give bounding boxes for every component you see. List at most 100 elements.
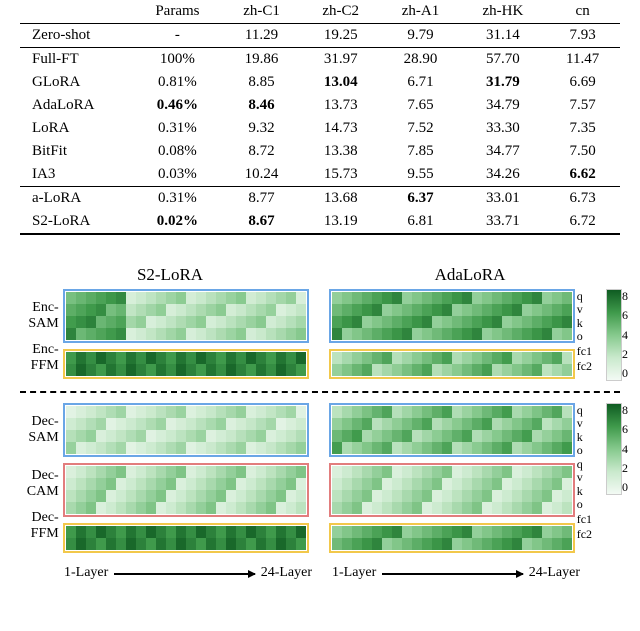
heatmap-cell: [502, 406, 512, 418]
heatmap-cell: [352, 418, 362, 430]
colorbar-enc: [606, 289, 622, 381]
heatmap-cell: [156, 328, 166, 340]
heatmap-cell: [166, 316, 176, 328]
heatmap-cell: [462, 526, 472, 538]
heatmap-cell: [106, 478, 116, 490]
heatmap-cell: [502, 502, 512, 514]
heatmap-cell: [136, 352, 146, 364]
heatmap-box: [329, 523, 575, 553]
table-cell: 13.19: [301, 210, 380, 234]
heatmap-cell: [512, 292, 522, 304]
table-cell: 7.35: [545, 117, 620, 140]
heatmap-cell: [156, 466, 166, 478]
heatmap-cell: [116, 490, 126, 502]
heatmap-cell: [502, 466, 512, 478]
heatmap-cell: [136, 442, 146, 454]
heatmap-cell: [206, 406, 216, 418]
table-cell: 13.38: [301, 140, 380, 163]
heatmap-cell: [226, 538, 236, 550]
heatmap-cell: [492, 490, 502, 502]
heatmap-cell: [342, 352, 352, 364]
heatmap-cell: [562, 418, 572, 430]
heatmap-cell: [126, 490, 136, 502]
heatmap-cell: [342, 478, 352, 490]
heatmap-cell: [542, 478, 552, 490]
heatmap-cell: [276, 304, 286, 316]
heatmap-cell: [542, 526, 552, 538]
heatmap-cell: [522, 316, 532, 328]
heatmap-cell: [542, 466, 552, 478]
heatmap-cell: [452, 352, 462, 364]
table-cell: 0.02%: [133, 210, 222, 234]
heatmap-cell: [362, 364, 372, 376]
heatmap-cell: [166, 364, 176, 376]
table-cell: 0.31%: [133, 187, 222, 211]
table-cell: 13.04: [301, 71, 380, 94]
heatmap-cell: [246, 316, 256, 328]
heatmap-cell: [276, 352, 286, 364]
heatmap-cell: [276, 430, 286, 442]
heatmap-cell: [532, 430, 542, 442]
heatmap-cell: [452, 430, 462, 442]
heatmap-cell: [502, 304, 512, 316]
table-cell: 6.37: [380, 187, 460, 211]
heatmap-cell: [422, 304, 432, 316]
table-header: cn: [545, 0, 620, 24]
heatmap-cell: [382, 466, 392, 478]
heatmap-cell: [442, 490, 452, 502]
heatmap-cell: [522, 292, 532, 304]
heatmap-cell: [492, 442, 502, 454]
heatmap-cell: [472, 538, 482, 550]
heatmap-cell: [472, 352, 482, 364]
heatmap-cell: [186, 538, 196, 550]
heatmap-cell: [562, 478, 572, 490]
heatmap-cell: [442, 304, 452, 316]
heatmap-cell: [432, 538, 442, 550]
heatmap-cell: [512, 352, 522, 364]
heatmap-cell: [66, 466, 76, 478]
table-header: Params: [133, 0, 222, 24]
heatmap-cell: [452, 526, 462, 538]
heatmap-cell: [136, 430, 146, 442]
heatmap-cell: [552, 538, 562, 550]
heatmap-cell: [206, 442, 216, 454]
heatmap-cell: [332, 406, 342, 418]
heatmap-cell: [296, 364, 306, 376]
heatmap-cell: [392, 328, 402, 340]
heatmap-cell: [116, 352, 126, 364]
table-cell: 0.31%: [133, 117, 222, 140]
heatmap-cell: [492, 478, 502, 490]
heatmap-cell: [512, 526, 522, 538]
heatmap-cell: [156, 364, 166, 376]
heatmap-cell: [342, 304, 352, 316]
colorbar-tick: 4: [622, 442, 628, 457]
heatmap-cell: [552, 430, 562, 442]
heatmap-cell: [432, 526, 442, 538]
heatmap-cell: [96, 418, 106, 430]
heatmap-cell: [562, 502, 572, 514]
heatmap-cell: [106, 526, 116, 538]
heatmap-cell: [432, 328, 442, 340]
heatmap-cell: [236, 418, 246, 430]
heatmap-cell: [136, 292, 146, 304]
heatmap-cell: [452, 292, 462, 304]
heatmap-cell: [196, 292, 206, 304]
heatmap-cell: [352, 406, 362, 418]
heatmap-cell: [136, 526, 146, 538]
heatmap-column: [63, 289, 309, 379]
heatmap-cell: [462, 352, 472, 364]
heatmap-cell: [166, 502, 176, 514]
heatmap-cell: [412, 364, 422, 376]
heatmap-cell: [146, 442, 156, 454]
heatmap-cell: [332, 502, 342, 514]
heatmap-cell: [186, 502, 196, 514]
heatmap-cell: [492, 316, 502, 328]
heatmap-cell: [502, 328, 512, 340]
heatmap-cell: [286, 526, 296, 538]
heatmap-cell: [422, 502, 432, 514]
heatmap-cell: [522, 526, 532, 538]
colorbar-tick: 8: [622, 403, 628, 418]
heatmap-cell: [382, 430, 392, 442]
table-cell: 0.03%: [133, 163, 222, 187]
heatmap-cell: [402, 442, 412, 454]
